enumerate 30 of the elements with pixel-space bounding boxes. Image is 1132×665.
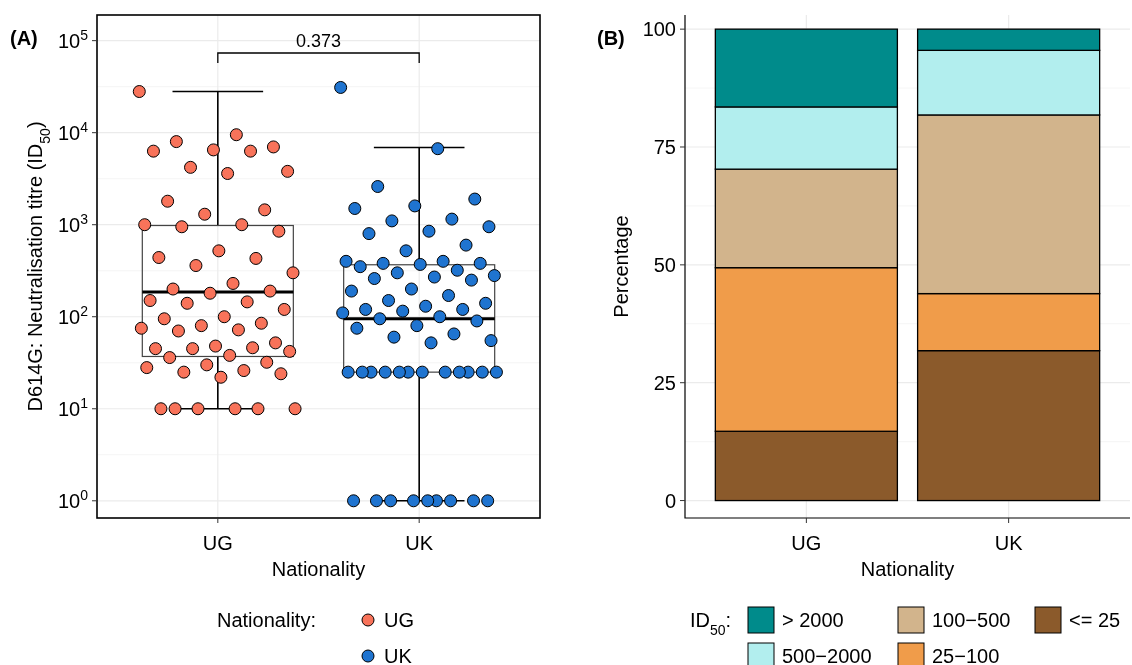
annotation: 0.373 — [295, 31, 342, 51]
legend-label: 500−2000 — [782, 645, 872, 665]
legend-label: UK — [384, 645, 413, 665]
y-tick-label: 100 — [642, 18, 676, 41]
legend-label: UG — [384, 609, 414, 631]
y-axis-title: Percentage — [610, 215, 632, 318]
x-tick-label: UK — [405, 532, 434, 554]
x-tick-label: UK — [994, 532, 1024, 554]
x-axis-title: Nationality — [860, 558, 955, 580]
legend-title: Nationality: — [217, 609, 316, 631]
x-tick-label: UG — [202, 532, 233, 554]
x-axis-title: Nationality — [271, 558, 366, 580]
y-tick-label: 0 — [664, 489, 676, 512]
y-tick-label: 50 — [653, 253, 676, 276]
y-tick-label: 75 — [653, 136, 676, 158]
y-tick-label: 25 — [653, 371, 676, 394]
y-tick-label: 10$^{2}$ — [57, 302, 89, 328]
text: (B) — [597, 27, 625, 49]
legend-label: > 2000 — [782, 609, 844, 631]
y-tick-label: 10$^{3}$ — [57, 210, 89, 236]
legend-title: ID$_{50}$: — [690, 609, 732, 638]
legend-label: 25−100 — [932, 645, 1000, 665]
legend-label: <= 25 — [1069, 609, 1121, 631]
y-tick-label: 10$^{0}$ — [57, 486, 89, 512]
y-tick-label: 10$^{4}$ — [57, 118, 89, 144]
y-tick-label: 10$^{1}$ — [57, 394, 89, 420]
text: (A) — [10, 27, 38, 49]
y-tick-label: 10$^{5}$ — [57, 26, 89, 52]
legend-label: 100−500 — [932, 609, 1011, 631]
x-tick-label: UG — [791, 532, 822, 554]
